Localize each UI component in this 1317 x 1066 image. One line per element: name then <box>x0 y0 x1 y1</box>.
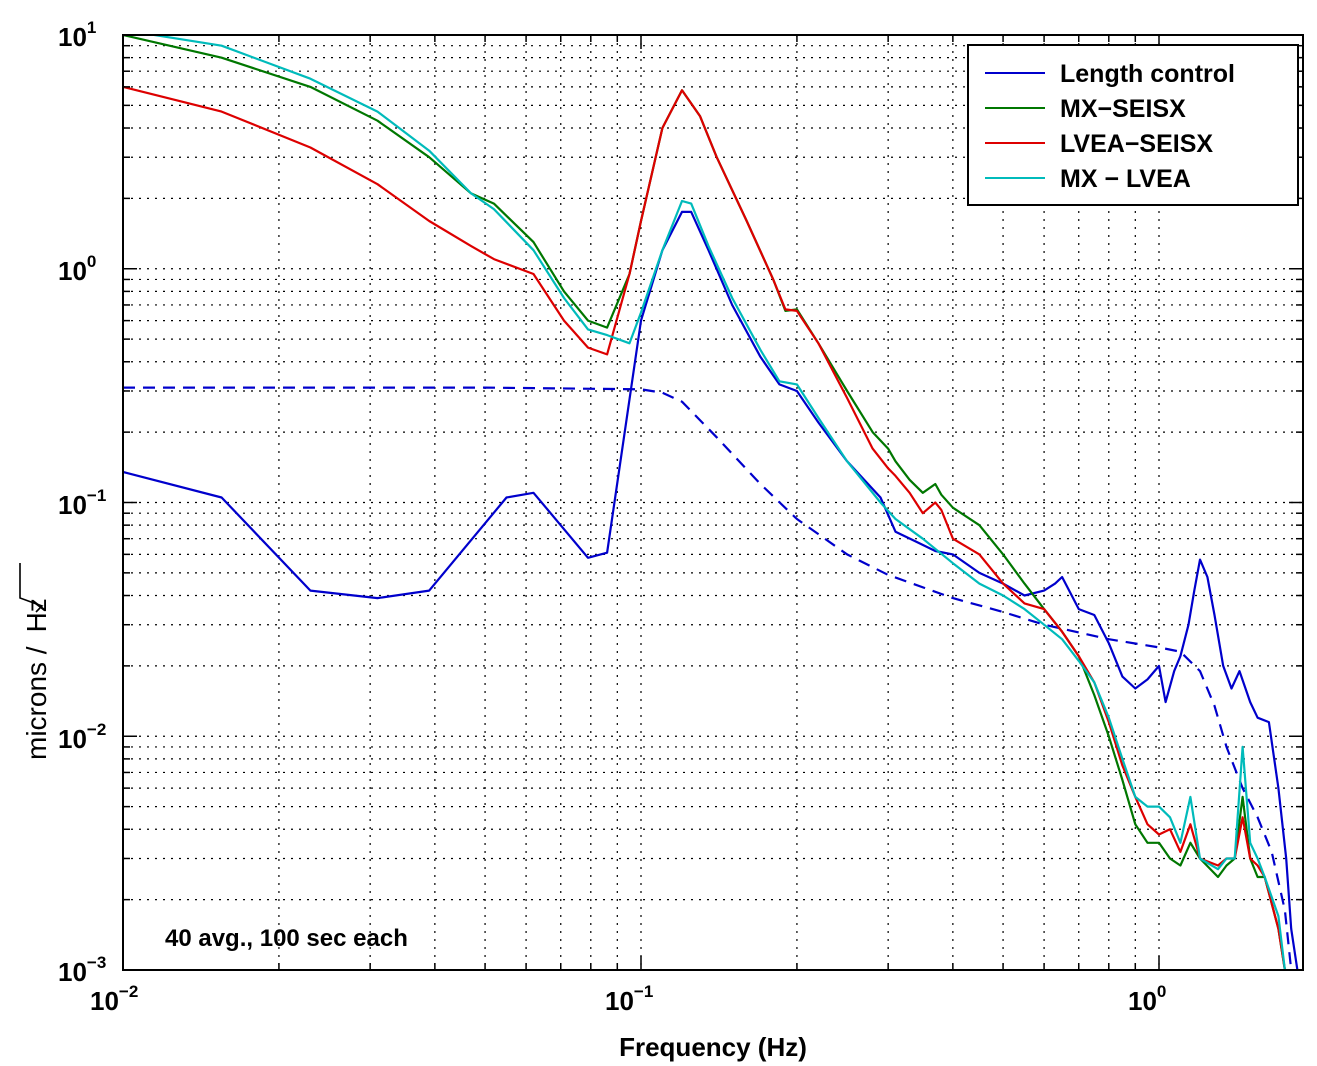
x-tick-label-1: 10−1 <box>605 982 653 1016</box>
y-axis-title-text: microns /Hz <box>21 598 52 760</box>
x-tick-label-0: 10−2 <box>90 982 138 1016</box>
legend-label-mx-lvea: MX − LVEA <box>1060 165 1191 193</box>
legend: Length control MX−SEISX LVEA−SEISX MX − … <box>967 44 1299 206</box>
tick-marks <box>122 35 1303 971</box>
series-group <box>123 35 1299 970</box>
y-tick-label-0: 101 <box>58 18 96 52</box>
legend-label-lvea-seisx: LVEA−SEISX <box>1060 130 1213 158</box>
x-tick-label-2: 100 <box>1128 982 1166 1016</box>
legend-label-mx-seisx: MX−SEISX <box>1060 95 1186 123</box>
series-line-mx-lvea <box>147 35 1286 970</box>
legend-label-length-control: Length control <box>1060 60 1235 88</box>
y-axis-title: microns /Hz <box>19 563 52 760</box>
y-tick-label-3: 10−2 <box>58 720 106 754</box>
annotation: 40 avg., 100 sec each <box>165 925 408 952</box>
y-tick-label-1: 100 <box>58 252 96 286</box>
sqrt-symbol <box>19 563 44 613</box>
y-tick-label-4: 10−3 <box>58 953 106 987</box>
y-tick-labels: 101 100 10−1 10−2 10−3 <box>58 18 106 987</box>
x-tick-labels: 10−2 10−1 100 <box>90 982 1166 1016</box>
x-axis-title: Frequency (Hz) <box>619 1032 807 1062</box>
series-line-length-control <box>123 210 1299 970</box>
y-tick-label-2: 10−1 <box>58 486 106 520</box>
